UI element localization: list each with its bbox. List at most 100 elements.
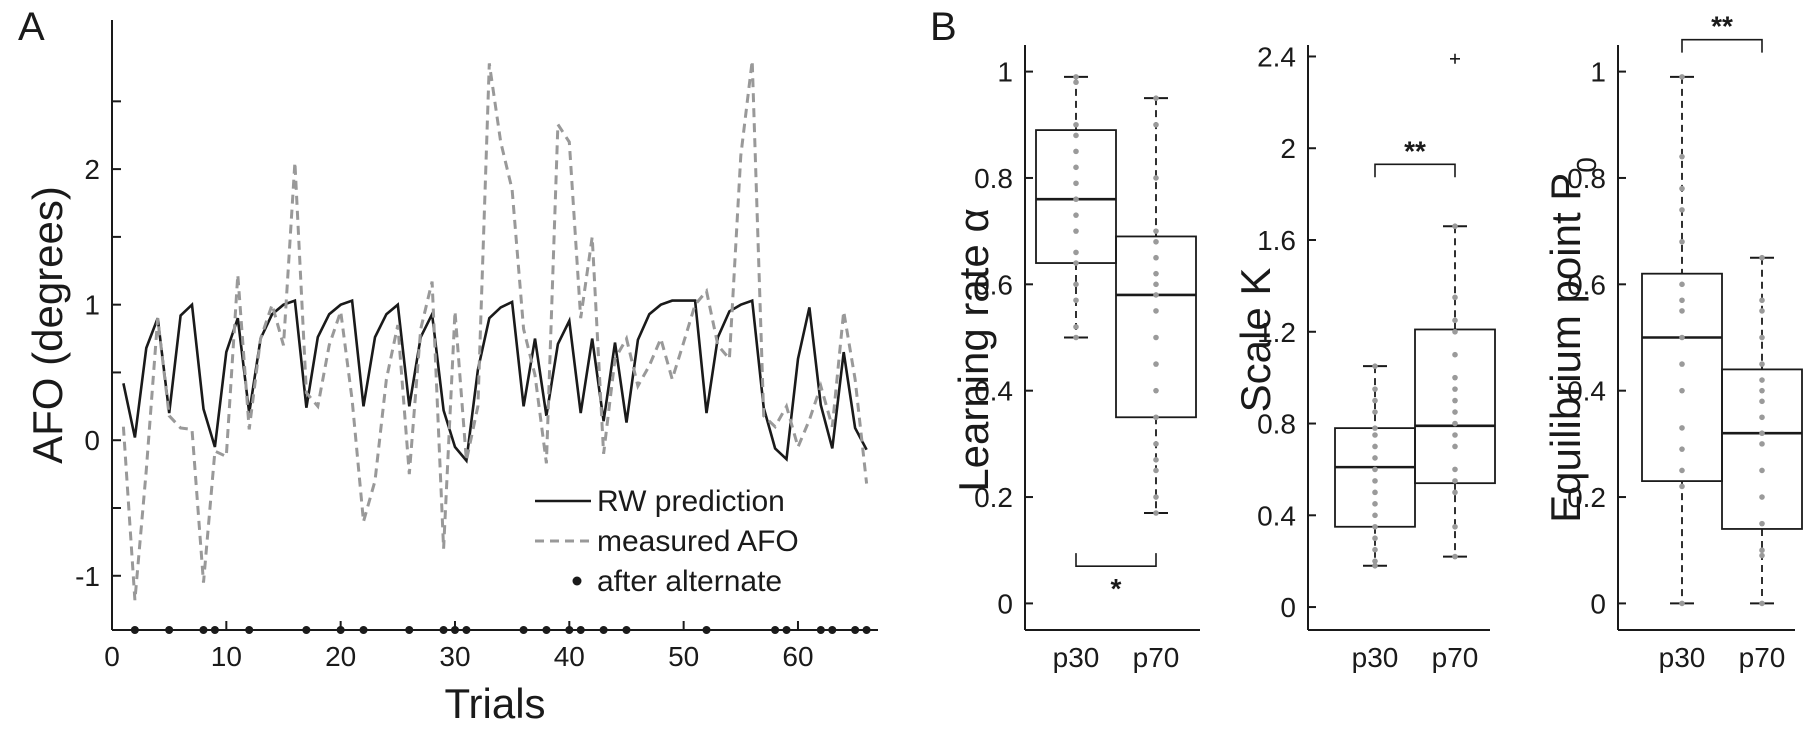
data-point <box>1153 494 1159 500</box>
after-alternate-marker <box>165 626 174 634</box>
data-point <box>1452 317 1458 324</box>
x-tick-label: 20 <box>325 641 356 672</box>
data-point <box>1679 425 1685 431</box>
after-alternate-marker <box>622 626 631 634</box>
data-point <box>1679 361 1685 367</box>
y-tick-label: 0 <box>1280 592 1296 623</box>
data-point <box>1759 414 1765 421</box>
data-point <box>1153 228 1159 234</box>
data-point <box>1679 308 1685 314</box>
box-iqr <box>1721 368 1803 530</box>
y-tick-label: 0.2 <box>1567 482 1606 513</box>
y-tick-label: 0.8 <box>1567 163 1606 194</box>
after-alternate-marker <box>199 626 208 634</box>
data-point <box>1679 600 1685 607</box>
significance-label: ** <box>1404 135 1426 166</box>
outlier-marker <box>1450 53 1460 64</box>
x-tick-label-p70: p70 <box>1432 642 1479 673</box>
data-point <box>1452 489 1458 496</box>
data-point <box>1073 334 1079 341</box>
box-p70 <box>1414 53 1496 560</box>
y-tick-label: 0.4 <box>974 376 1013 407</box>
box-p30 <box>1035 74 1117 341</box>
after-alternate-marker <box>828 626 837 634</box>
x-tick-label-p30: p30 <box>1659 642 1706 673</box>
data-point <box>1452 478 1458 484</box>
after-alternate-marker <box>439 626 448 634</box>
y-tick-label: -1 <box>75 561 100 592</box>
significance-bracket <box>1681 38 1763 53</box>
data-point <box>1153 254 1159 261</box>
y-tick-label: 0 <box>84 425 100 456</box>
boxplot-equilibrium-point: 0 0.2 0.4 0.6 0.8 1 p30 p70 Equilibrium point P0… <box>1542 11 1803 673</box>
x-tick-label: 60 <box>782 641 813 672</box>
legend-label: after alternate <box>597 565 782 598</box>
data-point <box>1153 441 1159 447</box>
data-point <box>1679 334 1685 341</box>
data-point <box>1759 334 1765 341</box>
significance-label: ** <box>1711 11 1733 42</box>
significance-bracket <box>1075 553 1157 567</box>
data-point <box>1452 420 1458 427</box>
data-point <box>1372 546 1378 553</box>
data-point <box>1759 361 1765 367</box>
data-point <box>1372 409 1378 415</box>
legend-marker-after-alternate <box>572 576 582 586</box>
data-point <box>1759 520 1765 527</box>
series-line-measured-afo <box>121 60 869 601</box>
data-point <box>1372 535 1378 542</box>
data-point <box>1073 281 1079 288</box>
data-point <box>1452 351 1458 358</box>
after-alternate-marker <box>462 626 471 634</box>
data-point <box>1679 238 1685 245</box>
y-tick-label: 1.2 <box>1257 317 1296 348</box>
data-point <box>1372 443 1378 450</box>
data-point <box>1073 180 1079 187</box>
x-tick-label-p70: p70 <box>1739 642 1786 673</box>
panel-label-b: B <box>930 5 957 49</box>
box-iqr <box>1334 427 1416 528</box>
data-point <box>1153 270 1159 277</box>
y-tick-label: 0.2 <box>974 482 1013 513</box>
y-axis-title-subscript: 0 <box>1571 157 1602 173</box>
data-point <box>1073 212 1079 218</box>
data-point <box>1153 238 1159 245</box>
box-p70 <box>1115 95 1197 516</box>
data-point <box>1759 398 1765 405</box>
after-alternate-marker <box>405 626 414 634</box>
data-point <box>1073 196 1079 203</box>
data-point <box>1372 523 1378 530</box>
data-point <box>1153 414 1159 421</box>
data-point <box>1759 387 1765 394</box>
box-p70 <box>1721 254 1803 607</box>
y-tick-label: 0 <box>997 588 1013 619</box>
data-point <box>1759 430 1765 437</box>
data-point <box>1372 489 1378 496</box>
data-point <box>1679 74 1685 80</box>
data-point <box>1452 443 1458 450</box>
data-point <box>1679 207 1685 213</box>
y-axis-title: Learning rate α <box>950 208 997 491</box>
y-tick-label: 1 <box>997 57 1013 88</box>
data-point <box>1452 553 1458 560</box>
data-point <box>1759 467 1765 474</box>
y-axis-title: Scale K <box>1232 268 1279 413</box>
data-point <box>1372 386 1378 392</box>
box-p30 <box>1334 363 1416 569</box>
data-point <box>1759 441 1765 447</box>
after-alternate-marker <box>565 626 574 634</box>
data-point <box>1073 132 1079 139</box>
data-point <box>1452 466 1458 473</box>
data-point <box>1452 294 1458 301</box>
after-alternate-marker <box>771 626 780 634</box>
after-alternate-marker <box>542 626 551 634</box>
x-tick-label: 0 <box>104 641 120 672</box>
data-point <box>1073 148 1079 155</box>
data-point <box>1679 387 1685 394</box>
data-point <box>1073 79 1079 86</box>
y-axis-title: Equilibrium point P0 <box>1542 157 1602 523</box>
data-point <box>1372 512 1378 519</box>
data-point <box>1153 292 1159 298</box>
data-point <box>1153 467 1159 474</box>
data-point <box>1372 425 1378 431</box>
